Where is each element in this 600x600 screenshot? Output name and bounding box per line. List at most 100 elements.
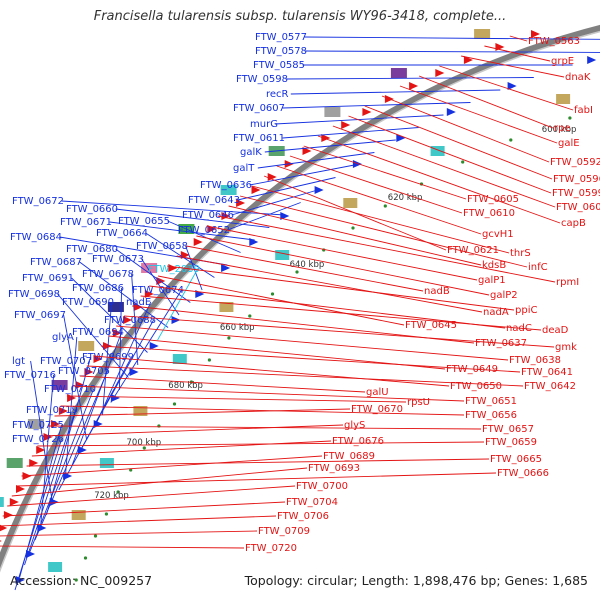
- right-gene-label: FTW_0592: [550, 157, 600, 168]
- left-leader-line: [24, 409, 77, 566]
- track-tick: [74, 578, 78, 582]
- left-gene-label: FTW_0607: [233, 103, 285, 114]
- right-gene-label: galU: [366, 387, 389, 398]
- reverse-gene-arrow: [221, 212, 231, 220]
- right-leader-line: [158, 275, 405, 326]
- forward-gene-arrow: [507, 82, 517, 90]
- right-leader-line: [140, 295, 542, 331]
- left-gene-label: FTW_0660: [66, 204, 118, 215]
- track-tick: [172, 402, 177, 406]
- feature-block: [556, 94, 571, 104]
- feature-block: [430, 146, 445, 156]
- right-gene-label: FTW_0689: [323, 451, 375, 462]
- right-gene-label: deaD: [542, 325, 569, 336]
- track-tick: [383, 204, 387, 208]
- reverse-gene-arrow: [9, 498, 19, 506]
- right-leader-line: [176, 255, 483, 313]
- reverse-gene-arrow: [267, 173, 277, 181]
- left-leader-line: [71, 331, 123, 466]
- reverse-gene-arrow: [123, 316, 133, 324]
- track-tick: [207, 358, 211, 362]
- right-gene-label: FTW_0621: [447, 245, 499, 256]
- right-leader-line: [54, 408, 351, 417]
- left-leader-line: [227, 202, 301, 231]
- right-leader-line: [206, 225, 478, 281]
- left-leader-line: [304, 50, 600, 53]
- right-gene-label: FTW_0659: [485, 437, 537, 448]
- reverse-gene-arrow: [29, 459, 39, 467]
- right-leader-line: [381, 95, 550, 163]
- forward-gene-arrow: [221, 264, 231, 272]
- right-leader-line: [348, 115, 552, 194]
- left-gene-label: FTW_0707: [40, 356, 92, 367]
- right-leader-line: [317, 135, 561, 224]
- right-leader-line: [42, 424, 344, 437]
- right-gene-label: rpsU: [407, 397, 430, 408]
- feature-block: [48, 562, 63, 572]
- left-leader-line: [304, 36, 600, 40]
- forward-gene-arrow: [280, 212, 290, 220]
- feature-block: [390, 68, 407, 78]
- right-leader-line: [37, 441, 485, 447]
- right-leader-line: [66, 395, 407, 403]
- right-gene-label: kdsB: [482, 260, 506, 271]
- left-gene-label: FTW_0646: [182, 210, 234, 221]
- left-gene-label: FTW_0636: [200, 180, 252, 191]
- right-gene-label: FTW_0645: [405, 320, 457, 331]
- reverse-gene-arrow: [144, 290, 154, 298]
- right-gene-label: FTW_0657: [482, 424, 534, 435]
- right-leader-line: [439, 65, 574, 111]
- right-leader-line: [26, 458, 490, 467]
- forward-gene-arrow: [446, 108, 456, 116]
- left-gene-label: FTW_0611: [233, 133, 285, 144]
- reverse-gene-arrow: [251, 186, 261, 194]
- left-gene-label: FTW_0655: [118, 216, 170, 227]
- right-gene-label: FTW_0649: [446, 364, 498, 375]
- feature-block: [6, 458, 23, 468]
- right-leader-line: [186, 245, 424, 292]
- right-gene-label: FTW_0665: [490, 454, 542, 465]
- right-gene-label: FTW_0693: [308, 463, 360, 474]
- left-leader-line: [102, 301, 113, 416]
- right-leader-line: [418, 75, 554, 129]
- right-leader-line: [149, 285, 506, 329]
- left-gene-label: FTW_0698: [8, 289, 60, 300]
- map-title: Francisella tularensis subsp. tularensis…: [93, 9, 507, 24]
- left-leader-line: [249, 164, 355, 186]
- reverse-gene-arrow: [93, 355, 103, 363]
- kbp-tick-label: 680 kbp: [168, 381, 203, 391]
- left-gene-label: FTW_0697: [14, 310, 66, 321]
- left-gene-label: FTW_0598: [236, 74, 288, 85]
- feature-block: [27, 419, 44, 429]
- genome-backbone: [0, 24, 600, 569]
- left-gene-label: FTW_0673: [92, 254, 144, 265]
- left-leader-line: [274, 114, 444, 125]
- right-gene-label: rpe: [554, 123, 571, 134]
- left-gene-label: FTW_0710: [44, 384, 96, 395]
- right-leader-line: [31, 440, 332, 457]
- right-gene-label: infC: [528, 262, 548, 273]
- track-tick: [568, 116, 572, 120]
- right-leader-line: [79, 375, 366, 393]
- left-leader-line: [110, 289, 182, 403]
- left-gene-label: FTW_0674: [132, 285, 184, 296]
- forward-gene-arrow: [26, 550, 35, 558]
- kbp-tick-label: 640 kbp: [290, 260, 325, 270]
- track-tick: [104, 512, 108, 516]
- right-gene-label: FTW_0676: [332, 436, 384, 447]
- right-gene-label: FTW_0670: [351, 404, 403, 415]
- right-gene-label: FTW_0709: [258, 526, 310, 537]
- reverse-gene-arrow: [435, 69, 445, 77]
- reverse-gene-arrow: [362, 108, 372, 116]
- reverse-gene-arrow: [463, 56, 473, 64]
- right-gene-label: FTW_0700: [296, 481, 348, 492]
- left-gene-label: murG: [250, 119, 278, 130]
- right-gene-label: FTW_0650: [450, 381, 502, 392]
- right-leader-line: [289, 155, 463, 214]
- forward-gene-arrow: [129, 368, 139, 376]
- right-leader-line: [251, 185, 510, 254]
- left-leader-line: [58, 356, 132, 491]
- feature-block: [220, 185, 237, 195]
- left-gene-label: FTW_0726: [12, 434, 64, 445]
